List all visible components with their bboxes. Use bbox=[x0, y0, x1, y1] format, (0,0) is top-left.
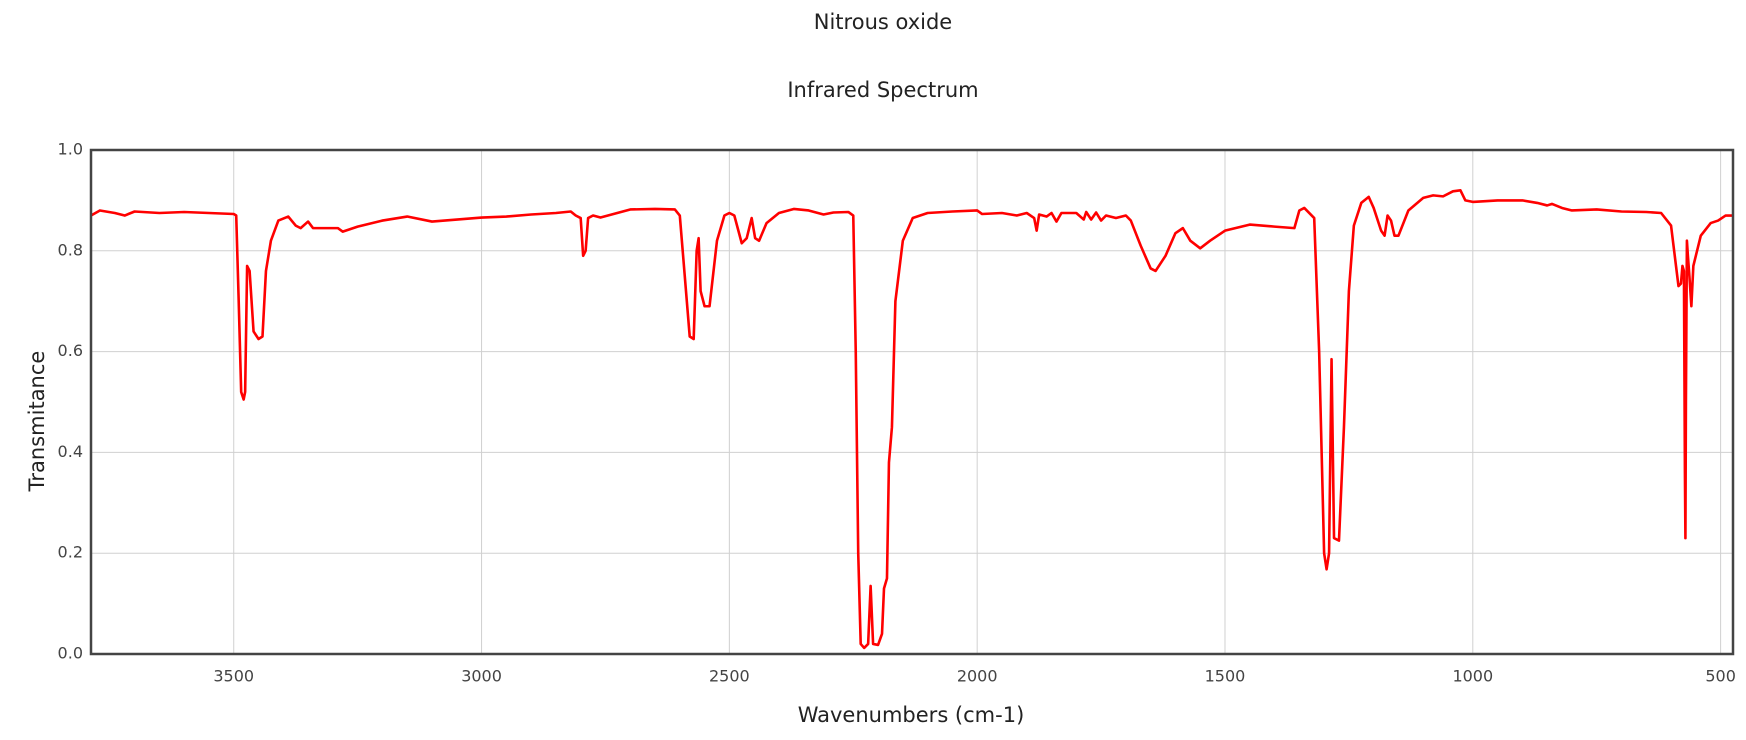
y-tick-label: 0.2 bbox=[58, 543, 83, 562]
x-tick-label: 500 bbox=[1705, 667, 1736, 686]
x-axis-label: Wavenumbers (cm-1) bbox=[798, 703, 1025, 727]
y-tick-label: 0.6 bbox=[58, 341, 83, 360]
y-tick-label: 0.0 bbox=[58, 644, 83, 663]
y-tick-label: 0.8 bbox=[58, 240, 83, 259]
chart-title: Nitrous oxide bbox=[814, 10, 952, 34]
chart-subtitle: Infrared Spectrum bbox=[787, 78, 978, 102]
x-tick-label: 1500 bbox=[1205, 667, 1246, 686]
y-tick-label: 0.4 bbox=[58, 442, 83, 461]
x-tick-label: 2500 bbox=[709, 667, 750, 686]
x-tick-label: 3000 bbox=[461, 667, 502, 686]
y-axis-label: Transmitance bbox=[25, 351, 49, 493]
x-tick-label: 1000 bbox=[1452, 667, 1493, 686]
spectrum-line bbox=[90, 189, 1733, 650]
plot-frame bbox=[89, 148, 1735, 656]
x-tick-label: 2000 bbox=[957, 667, 998, 686]
x-tick-label: 3500 bbox=[213, 667, 254, 686]
y-tick-label: 1.0 bbox=[58, 140, 83, 159]
